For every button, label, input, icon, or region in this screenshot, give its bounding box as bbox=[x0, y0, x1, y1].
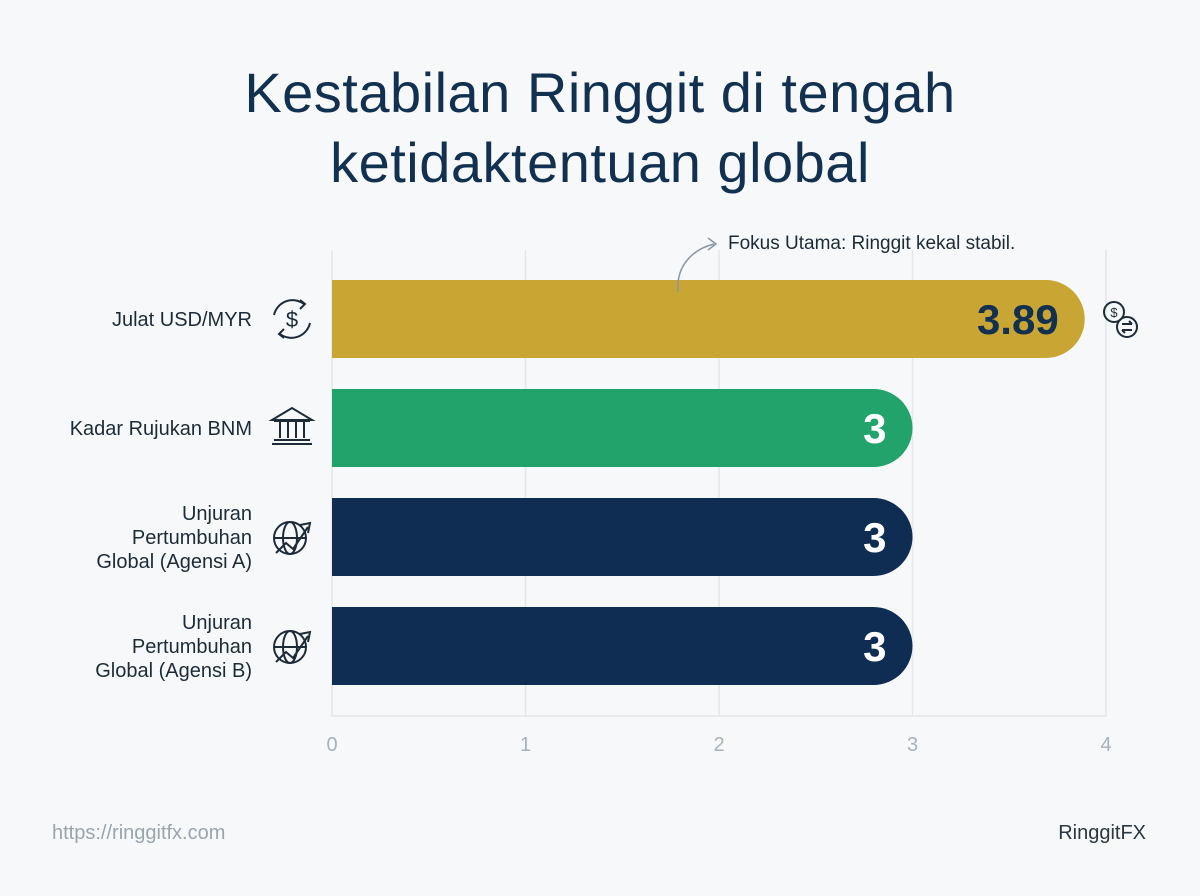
category-label: Julat USD/MYR bbox=[112, 309, 252, 331]
annotation-arrowhead bbox=[707, 237, 718, 251]
category-label-line: Pertumbuhan bbox=[132, 636, 252, 658]
bar-value-label: 3 bbox=[863, 514, 886, 561]
bank-icon bbox=[268, 406, 316, 445]
category-label-line: Unjuran bbox=[182, 612, 252, 634]
bar-value-label: 3 bbox=[863, 405, 886, 452]
category-label: Kadar Rujukan BNM bbox=[70, 418, 252, 440]
category-label-line: Pertumbuhan bbox=[132, 527, 252, 549]
category-label: Unjuran Pertumbuhan Global (Agensi A) bbox=[96, 503, 252, 573]
globe-growth-icon bbox=[273, 630, 312, 664]
category-label: Unjuran Pertumbuhan Global (Agensi B) bbox=[95, 612, 252, 682]
x-tick-label: 2 bbox=[713, 734, 724, 756]
chart-title: Kestabilan Ringgit di tengah ketidaktent… bbox=[0, 58, 1200, 198]
svg-text:$: $ bbox=[1110, 305, 1118, 320]
bar-chart: 0 1 2 3 4 3.89 Julat USD/MYR $3 Kadar Rujukan BN… bbox=[70, 233, 1138, 756]
category-label-line: Global (Agensi B) bbox=[95, 660, 252, 682]
category-label-line: Julat USD/MYR bbox=[112, 309, 252, 331]
dollar-exchange-icon: $ bbox=[1103, 301, 1138, 338]
currency-exchange-icon: $ bbox=[273, 299, 311, 339]
footer-brand: RinggitFX bbox=[1058, 822, 1146, 844]
annotation-arrow bbox=[677, 243, 715, 293]
bar bbox=[332, 498, 913, 576]
bar bbox=[332, 389, 913, 467]
bar-value-label: 3 bbox=[863, 623, 886, 670]
x-tick-label: 3 bbox=[907, 734, 918, 756]
globe-growth-icon bbox=[273, 521, 312, 555]
bar-value-label: 3.89 bbox=[977, 296, 1059, 343]
bar bbox=[332, 607, 913, 685]
chart-title-line-2: ketidaktentuan global bbox=[330, 131, 870, 194]
chart-title-line-1: Kestabilan Ringgit di tengah bbox=[244, 61, 956, 124]
x-tick-label: 4 bbox=[1100, 734, 1111, 756]
bar bbox=[332, 280, 1085, 358]
category-label-line: Kadar Rujukan BNM bbox=[70, 418, 252, 440]
x-tick-label: 1 bbox=[520, 734, 531, 756]
category-label-line: Unjuran bbox=[182, 503, 252, 525]
footer-url[interactable]: https://ringgitfx.com bbox=[52, 822, 226, 844]
category-label-line: Global (Agensi A) bbox=[96, 551, 252, 573]
annotation-text: Fokus Utama: Ringgit kekal stabil. bbox=[728, 233, 1015, 254]
svg-text:$: $ bbox=[286, 307, 298, 332]
x-tick-label: 0 bbox=[326, 734, 337, 756]
